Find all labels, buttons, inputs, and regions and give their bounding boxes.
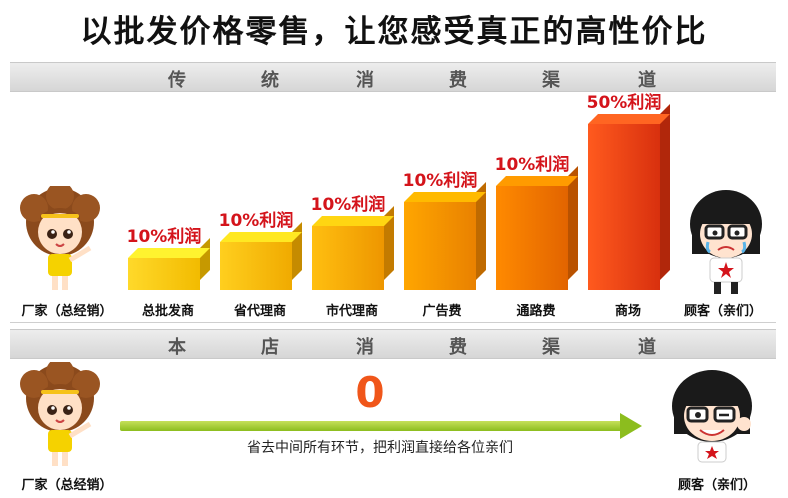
traditional-channel-band: 传 统 消 费 渠 道 [10,62,776,92]
margin-bar-side [660,104,670,280]
section-divider [10,322,776,323]
band-char: 渠 [542,70,560,91]
margin-bar-front [588,124,660,290]
node-customer-label: 顾客（亲们） [683,304,762,319]
node-channel-fee-label: 通路费 [516,304,556,319]
band-char: 费 [449,337,467,358]
band-char: 店 [261,337,279,358]
arrow-right-icon [620,413,642,439]
margin-bar-front [312,226,384,290]
margin-bar-top [588,114,670,124]
crying-girl-glasses-icon [678,186,778,296]
node-provincial-agent-label: 省代理商 [233,304,286,319]
store-channel-band: 本 店 消 费 渠 道 [10,329,776,359]
store-factory-label: 厂家（总经销） [21,478,113,493]
margin-bar-front [128,258,200,290]
node-city-agent-label: 市代理商 [325,304,378,319]
node-wholesaler-label: 总批发商 [141,304,194,319]
margin-percent-label: 10%利润 [402,171,478,191]
band-char: 本 [168,337,186,358]
zero-margin-value: 0 [355,368,385,417]
band-char: 渠 [542,337,560,358]
margin-percent-label: 10%利润 [126,227,202,247]
margin-bar-top [220,232,302,242]
band-char: 消 [356,337,374,358]
margin-bar-top [404,192,486,202]
band-char: 费 [449,70,467,91]
page-headline: 以批发价格零售，让您感受真正的高性价比 [80,14,708,50]
margin-percent-label: 10%利润 [310,195,386,215]
band-char: 统 [261,70,279,91]
band-char: 道 [638,337,656,358]
margin-bar-top [496,176,578,186]
margin-bar-front [220,242,292,290]
margin-percent-label: 50%利润 [586,93,662,113]
margin-percent-label: 10%利润 [494,155,570,175]
direct-arrow-shaft [120,421,625,431]
band-char: 消 [356,70,374,91]
margin-bar-top [128,248,210,258]
direct-channel-caption: 省去中间所有环节，把利润直接给各位亲们 [247,440,513,456]
store-customer-label: 顾客（亲们） [677,478,756,493]
node-mall-label: 商场 [614,304,641,319]
node-factory-label: 厂家（总经销） [21,304,113,319]
margin-percent-label: 10%利润 [218,211,294,231]
margin-bar-front [496,186,568,290]
margin-bar-top [312,216,394,226]
afro-girl-cartoon-icon [14,182,110,296]
margin-bar-front [404,202,476,290]
winking-girl-glasses-icon [656,366,768,470]
band-char: 传 [168,70,186,91]
afro-girl-cartoon-icon [14,358,110,472]
band-char: 道 [638,70,656,91]
node-advertising-label: 广告费 [422,304,462,319]
